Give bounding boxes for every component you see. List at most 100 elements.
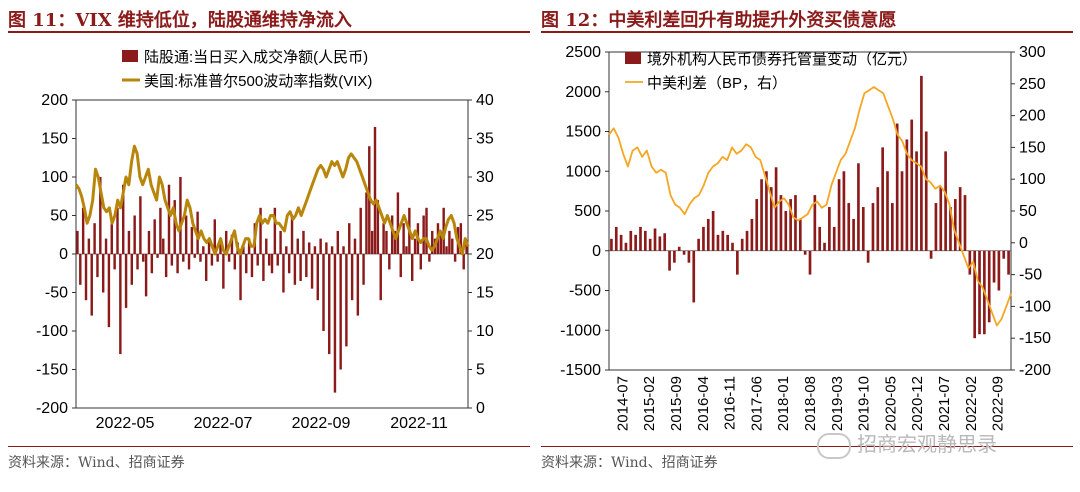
fig12-bar (624, 242, 628, 251)
fig12-bar (910, 119, 914, 251)
fig12-right-tick-label: -150 (1019, 330, 1051, 347)
fig11-bar (390, 215, 394, 254)
fig12-bar (808, 250, 812, 275)
fig12-bar (876, 187, 880, 251)
fig11-bar (110, 223, 113, 254)
fig12-bar (682, 250, 686, 255)
fig12-bar (789, 199, 792, 251)
fig12-bar (750, 218, 754, 251)
fig11-legend-bar-label: 陆股通:当日买入成交净额(人民币) (144, 48, 368, 66)
fig12-bar (711, 211, 715, 251)
fig12-bar (755, 199, 759, 251)
fig11-bar (104, 238, 108, 254)
fig12-bar (891, 203, 894, 251)
fig11-bar (96, 254, 99, 278)
fig11-bar (219, 242, 222, 254)
fig12-bar (697, 238, 700, 251)
fig12-right-tick-label: -100 (1019, 298, 1051, 315)
fig12-x-tick-label: 2022-02 (963, 376, 980, 431)
fig11-bar (267, 254, 271, 266)
fig11-bar (276, 254, 279, 266)
fig12-bar (886, 171, 889, 251)
fig11-bar (202, 246, 205, 254)
fig12-legend-bar-label: 境外机构人民币债券托管量变动（亿元） (647, 50, 917, 68)
fig11-bar (225, 230, 228, 254)
fig12-bar (639, 226, 642, 251)
fig12-bar (736, 250, 739, 275)
fig12-bar (774, 167, 778, 251)
fig11-bar (282, 254, 285, 293)
fig12-bar (721, 230, 725, 251)
fig11-bar (250, 254, 254, 278)
fig11-bar (81, 207, 85, 254)
fig12-bar (765, 171, 768, 251)
fig11-right-tick-label: 30 (476, 169, 494, 186)
fig12-x-tick-label: 2016-04 (695, 376, 712, 431)
fig11-bar (107, 254, 111, 328)
fig11-bar (144, 254, 148, 297)
fig12-x-tick-label: 2022-09 (990, 376, 1007, 431)
fig11-bar (213, 219, 216, 254)
fig12-bar (702, 226, 705, 251)
fig12-bar (634, 234, 637, 251)
fig11-chart: -200 -150 -100 -50 0 50 100 150 200 0 5 10 15 20 25 30 3… (36, 48, 494, 432)
fig11-bar (147, 230, 151, 254)
fig12-bar (610, 238, 613, 251)
fig12-bar (978, 250, 981, 335)
fig11-bar (293, 254, 297, 285)
fig11-bar (379, 254, 382, 301)
fig11-bar (350, 254, 354, 301)
fig11-bar (365, 192, 368, 254)
fig12-bar (968, 250, 972, 275)
fig11-right-tick-label: 15 (476, 285, 494, 302)
fig12-chart: -1500-1000-50005001000150020002500-200-1… (560, 44, 1051, 431)
fig12-bar (673, 250, 676, 263)
fig11-bar (302, 230, 305, 254)
fig11-bar (328, 254, 331, 355)
fig12-bar (842, 171, 846, 251)
fig12-left-tick-label: 0 (592, 243, 601, 260)
fig12-bar (871, 203, 875, 251)
fig12-title-rule (541, 31, 1073, 33)
fig12-line-series (608, 86, 1012, 327)
fig12-bar (1007, 250, 1010, 275)
fig11-bar (287, 254, 291, 274)
fig11-bar (242, 246, 245, 254)
fig12-left-tick-label: -1500 (560, 362, 601, 379)
fig12-x-tick-label: 2021-07 (936, 376, 953, 431)
fig12-right-tick-label: -200 (1019, 362, 1051, 379)
fig11-bar (345, 254, 348, 347)
fig11-bar (285, 246, 288, 254)
fig11-bar (159, 207, 162, 254)
fig12-bar (934, 203, 938, 251)
fig11-left-tick-label: -100 (36, 323, 68, 340)
fig12-bar (866, 250, 870, 263)
fig12-right-tick-label: -50 (1019, 267, 1042, 284)
fig11-bar (299, 254, 302, 281)
fig11-bar (402, 223, 405, 254)
fig12-bar (629, 230, 633, 251)
fig11-bar (428, 254, 431, 262)
fig12-bar (861, 207, 865, 251)
fig12-bar (779, 195, 783, 251)
fig12-legend-bar-swatch (625, 52, 641, 64)
fig12-x-tick-label: 2016-11 (722, 376, 739, 430)
fig12-x-tick-label: 2015-02 (641, 376, 658, 431)
fig11-bar (405, 246, 408, 254)
fig12-bar (769, 187, 773, 251)
fig11-legend-line-label: 美国:标准普尔500波动率指数(VIX) (144, 73, 372, 90)
fig11-bar (325, 242, 328, 254)
fig11-bar (84, 254, 88, 301)
fig11-bar (130, 254, 134, 285)
fig11-bar (193, 254, 196, 258)
fig12-left-tick-label: 1000 (565, 163, 601, 180)
fig12-title: 图 12：中美利差回升有助提升外资买债意愿 (541, 10, 897, 31)
fig12-bar (920, 75, 923, 251)
fig11-bar (133, 215, 136, 254)
fig11-bar (176, 254, 179, 274)
fig11-bar (239, 254, 242, 301)
fig12-x-tick-label: 2017-06 (748, 376, 765, 431)
fig11-x-tick-label: 2022-09 (292, 415, 351, 432)
fig11-bar (116, 207, 119, 254)
fig11-bar (265, 238, 268, 254)
